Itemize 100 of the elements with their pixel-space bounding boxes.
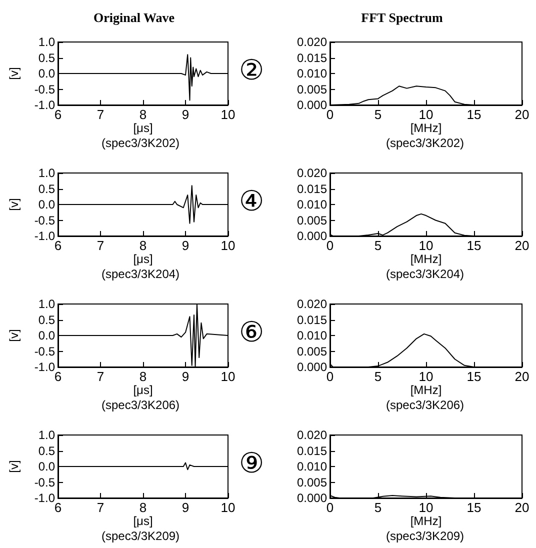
y-tick-label: 1.0: [38, 428, 56, 442]
x-tick-label: 8: [139, 369, 147, 384]
text: (spec3/3K206): [102, 398, 180, 412]
x-tick-label: 5: [374, 369, 382, 384]
y-tick-label: -0.5: [34, 213, 56, 228]
x-tick-label: 7: [96, 500, 104, 515]
x-tick-label: 15: [466, 500, 482, 515]
y-tick-label: 0.5: [38, 312, 56, 327]
x-tick-label: 6: [54, 369, 62, 384]
x-tick-label: 20: [514, 107, 530, 122]
x-tick-label: 5: [374, 107, 382, 122]
x-tick-label: 10: [418, 107, 434, 122]
x-tick-label: 6: [54, 500, 62, 515]
text: (spec3/3K204): [102, 267, 180, 281]
text: ④: [239, 184, 264, 218]
x-tick-label: 8: [139, 107, 147, 122]
x-tick-label: 0: [326, 238, 334, 253]
x-tick-label: 0: [326, 107, 334, 122]
x-tick-label: 8: [139, 238, 147, 253]
x-axis-title: [μs]: [133, 382, 153, 397]
y-tick-label: 1.0: [38, 297, 56, 311]
y-tick-label: -1.0: [34, 360, 56, 374]
x-tick-label: 20: [514, 238, 530, 253]
x-tick-label: 20: [514, 369, 530, 384]
x-axis-title: [μs]: [133, 252, 153, 266]
text: (spec3/3K209): [102, 529, 180, 543]
y-tick-label: 0.000: [296, 229, 328, 243]
x-tick-label: 9: [182, 500, 190, 515]
x-tick-label: 10: [220, 500, 236, 515]
y-tick-label: 0.005: [296, 213, 328, 228]
text: ⑥: [239, 316, 264, 348]
text: (spec3/3K204): [386, 267, 464, 281]
x-tick-label: 9: [182, 107, 190, 122]
text: ⑨: [239, 446, 264, 480]
x-axis-title: [MHz]: [410, 514, 442, 528]
y-tick-label: 1.0: [38, 35, 56, 49]
y-tick-label: 0.005: [296, 344, 328, 358]
y-axis-title: [v]: [7, 67, 21, 80]
y-tick-label: 0.010: [296, 66, 328, 80]
y-tick-label: 0.020: [296, 166, 328, 180]
x-tick-label: 15: [466, 107, 482, 122]
x-tick-label: 7: [96, 369, 104, 384]
x-tick-label: 0: [326, 500, 334, 515]
x-tick-label: 10: [220, 369, 236, 384]
x-axis-title: [MHz]: [410, 252, 442, 266]
chart-title: FFT Spectrum: [361, 10, 444, 25]
x-tick-label: 5: [374, 500, 382, 515]
y-tick-label: 0.0: [38, 328, 56, 342]
x-tick-label: 10: [220, 107, 236, 122]
y-axis-title: [v]: [7, 329, 21, 342]
y-tick-label: 0.5: [38, 182, 56, 196]
x-axis-title: [MHz]: [410, 382, 442, 397]
y-tick-label: 0.020: [296, 35, 328, 49]
y-tick-label: 0.010: [296, 198, 328, 212]
y-tick-label: 0.020: [296, 428, 328, 442]
x-tick-label: 15: [466, 238, 482, 253]
y-tick-label: 0.005: [296, 82, 328, 96]
y-tick-label: -0.5: [34, 82, 56, 96]
x-tick-label: 6: [54, 107, 62, 122]
y-tick-label: 0.0: [38, 66, 56, 80]
x-tick-label: 20: [514, 500, 530, 515]
y-tick-label: 0.5: [38, 50, 56, 65]
text: (spec3/3K202): [386, 136, 464, 150]
text: (spec3/3K202): [102, 136, 180, 150]
y-tick-label: -1.0: [34, 491, 56, 505]
y-tick-label: 1.0: [38, 166, 56, 180]
x-axis-title: [MHz]: [410, 120, 442, 135]
y-tick-label: 0.0: [38, 198, 56, 212]
y-tick-label: 0.015: [296, 444, 328, 458]
x-tick-label: 10: [220, 238, 236, 253]
y-axis-title: [v]: [7, 198, 21, 211]
y-tick-label: 0.010: [296, 328, 328, 342]
x-tick-label: 9: [182, 369, 190, 384]
y-tick-label: 0.015: [296, 50, 328, 65]
y-axis-title: [v]: [7, 460, 21, 473]
x-tick-label: 6: [54, 238, 62, 253]
x-tick-label: 5: [374, 238, 382, 253]
x-tick-label: 9: [182, 238, 190, 253]
y-tick-label: 0.5: [38, 444, 56, 458]
y-tick-label: 0.0: [38, 460, 56, 474]
x-tick-label: 7: [96, 107, 104, 122]
text: (spec3/3K206): [386, 398, 464, 412]
x-tick-label: 10: [418, 369, 434, 384]
y-tick-label: 0.015: [296, 312, 328, 327]
x-tick-label: 10: [418, 500, 434, 515]
x-axis-title: [μs]: [133, 514, 153, 528]
y-tick-label: 0.010: [296, 460, 328, 474]
y-tick-label: 0.020: [296, 297, 328, 311]
x-tick-label: 0: [326, 369, 334, 384]
y-tick-label: 0.005: [296, 475, 328, 490]
y-tick-label: 0.000: [296, 360, 328, 374]
y-tick-label: -1.0: [34, 98, 56, 112]
text: (spec3/3K209): [386, 529, 464, 543]
y-tick-label: 0.000: [296, 491, 328, 505]
text: ②: [239, 54, 264, 86]
y-tick-label: -1.0: [34, 229, 56, 243]
chart-title: Original Wave: [93, 10, 175, 25]
y-tick-label: 0.000: [296, 98, 328, 112]
y-tick-label: -0.5: [34, 344, 56, 358]
x-tick-label: 10: [418, 238, 434, 253]
